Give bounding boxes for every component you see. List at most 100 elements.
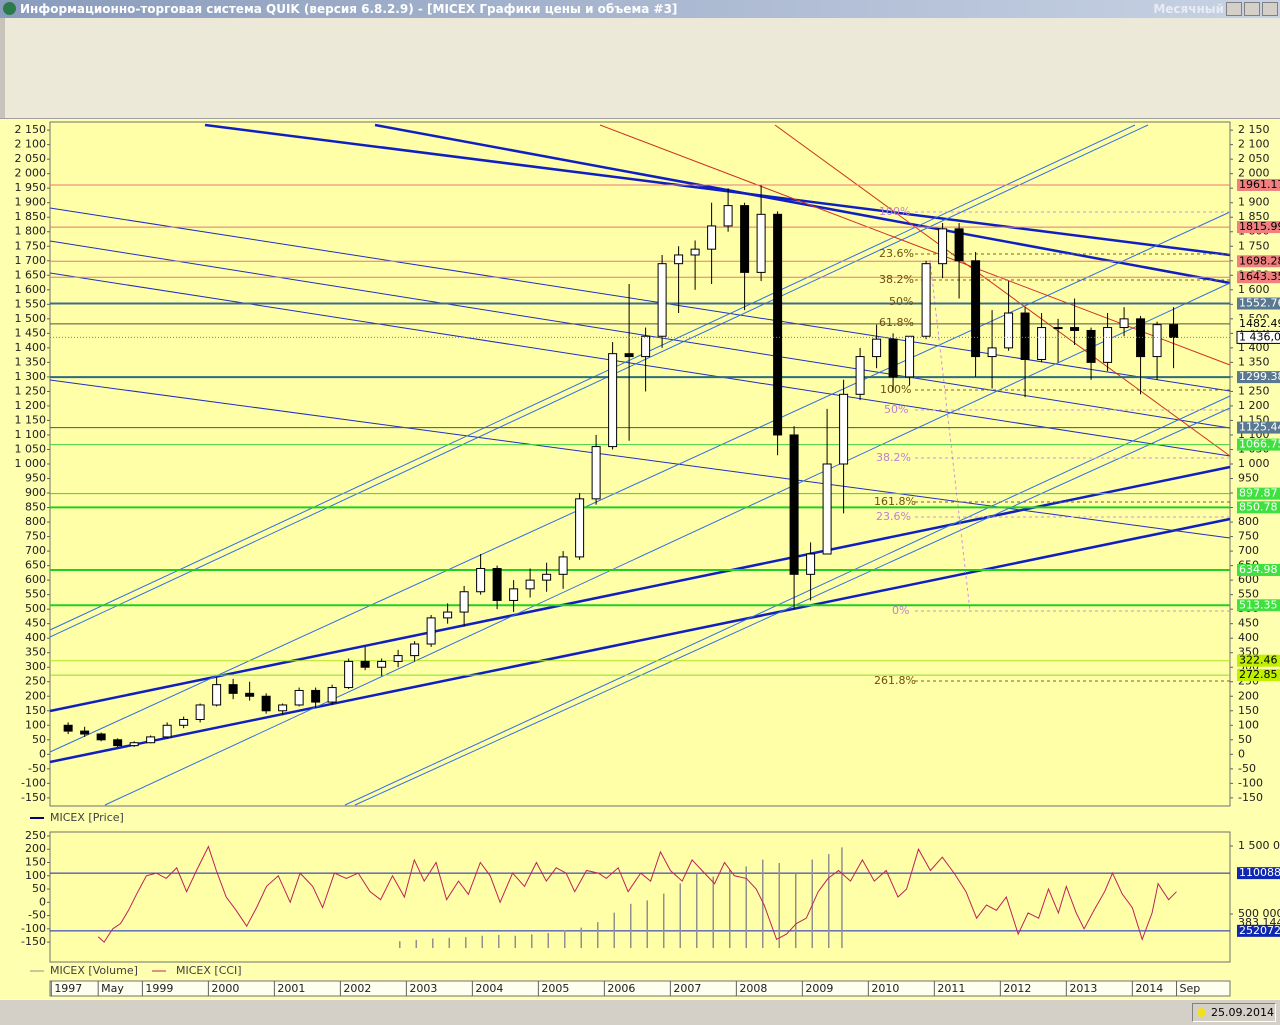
y-tick-label: 250 bbox=[25, 829, 46, 842]
legend-entry: MICEX [CCI] bbox=[176, 964, 242, 977]
candle-body bbox=[1119, 318, 1129, 329]
candle-body bbox=[294, 689, 304, 706]
candle-body bbox=[212, 684, 222, 706]
close-button[interactable] bbox=[1262, 2, 1278, 16]
trend-line bbox=[49, 379, 1231, 539]
candle-body bbox=[1169, 324, 1179, 338]
level-label: 1299.38 bbox=[1239, 370, 1280, 383]
y-tick-label: 1 050 bbox=[15, 442, 47, 455]
y-tick-label: 900 bbox=[25, 486, 46, 499]
y-tick-label: 1 750 bbox=[1238, 239, 1270, 252]
fib-trend bbox=[929, 259, 971, 612]
y-tick-label: 2 150 bbox=[1238, 123, 1270, 136]
window-buttons bbox=[1226, 2, 1278, 16]
candle-body bbox=[558, 556, 568, 575]
level-label: 1066.75 bbox=[1239, 438, 1280, 451]
y-tick-label: 1 550 bbox=[15, 297, 47, 310]
y-tick-label: 1 200 bbox=[1238, 399, 1270, 412]
fib-label: 261.8% bbox=[874, 674, 916, 687]
y-tick-label: 500 bbox=[25, 602, 46, 615]
level-label-box bbox=[1237, 867, 1280, 880]
level-label: 1815.99 bbox=[1239, 220, 1280, 233]
candle-body bbox=[509, 588, 519, 601]
x-tick-label: 2014 bbox=[1135, 982, 1163, 995]
candle-body bbox=[492, 568, 502, 601]
candle-body bbox=[575, 498, 585, 558]
channel-line bbox=[354, 407, 1231, 806]
y-tick-label: 1 900 bbox=[1238, 196, 1270, 209]
y-tick-label: 1 400 bbox=[1238, 341, 1270, 354]
x-tick-label: 2003 bbox=[409, 982, 437, 995]
y-tick-label: 400 bbox=[1238, 631, 1259, 644]
level-label-box bbox=[1237, 924, 1280, 937]
level-label-box bbox=[1237, 501, 1280, 514]
y-tick-label: 150 bbox=[1238, 704, 1259, 717]
candle-body bbox=[888, 338, 898, 378]
candle-body bbox=[327, 687, 337, 703]
y-tick-label: -50 bbox=[28, 762, 46, 775]
status-date: 25.09.2014 bbox=[1211, 1006, 1274, 1019]
candle-body bbox=[608, 353, 618, 448]
fib-label: 38.2% bbox=[879, 273, 914, 286]
fib-label: 0% bbox=[892, 604, 909, 617]
candle-body bbox=[1020, 312, 1030, 360]
y-tick-label: 450 bbox=[1238, 617, 1259, 630]
candle-body bbox=[1053, 327, 1063, 330]
y-tick-label: 200 bbox=[25, 842, 46, 855]
candle-body bbox=[1037, 327, 1047, 360]
y-tick-label: 1 650 bbox=[15, 268, 47, 281]
candle-body bbox=[641, 335, 651, 358]
level-label: 1643.35 bbox=[1239, 270, 1280, 283]
y2-tick-label: 500 000 bbox=[1238, 907, 1280, 920]
trend-line bbox=[204, 123, 1231, 257]
y-tick-label: 1 950 bbox=[15, 181, 47, 194]
y-tick-label: 950 bbox=[25, 472, 46, 485]
level-label-box bbox=[1237, 317, 1280, 330]
y-tick-label: 50 bbox=[32, 733, 46, 746]
restore-button[interactable] bbox=[1244, 2, 1260, 16]
level-label-box bbox=[1237, 654, 1280, 667]
candle-body bbox=[96, 733, 106, 741]
y-tick-label: 450 bbox=[25, 617, 46, 630]
y-tick-label: 1 250 bbox=[15, 384, 47, 397]
level-label: 1961.17 bbox=[1239, 178, 1280, 191]
y-tick-label: 1 500 bbox=[15, 312, 47, 325]
x-tick-label: 2013 bbox=[1069, 982, 1097, 995]
candle-body bbox=[905, 335, 915, 378]
candle-body bbox=[129, 742, 139, 747]
candle-body bbox=[723, 205, 733, 227]
y-tick-label: 1 900 bbox=[15, 196, 47, 209]
candle-body bbox=[839, 393, 849, 465]
candle-body bbox=[245, 692, 255, 697]
x-tick-label: May bbox=[101, 982, 124, 995]
y-tick-label: 350 bbox=[25, 646, 46, 659]
y-tick-label: 800 bbox=[25, 515, 46, 528]
y-tick-label: 1 750 bbox=[15, 239, 47, 252]
level-label: 252072 bbox=[1239, 924, 1280, 937]
candle-body bbox=[443, 611, 453, 619]
level-label-box bbox=[1237, 669, 1280, 682]
y-tick-label: 2 050 bbox=[1238, 152, 1270, 165]
y-tick-label: 600 bbox=[25, 573, 46, 586]
level-label: 1698.28 bbox=[1239, 254, 1280, 267]
candle-body bbox=[806, 553, 816, 575]
legend-entry: MICEX [Volume] bbox=[50, 964, 138, 977]
last-volume-label: 383 144 bbox=[1238, 916, 1280, 929]
y-tick-label: 50 bbox=[1238, 733, 1252, 746]
candle-body bbox=[195, 704, 205, 720]
y-tick-label: 200 bbox=[1238, 689, 1259, 702]
y-tick-label: 1 200 bbox=[15, 399, 47, 412]
minimize-button[interactable] bbox=[1226, 2, 1242, 16]
y-tick-label: 600 bbox=[1238, 573, 1259, 586]
level-label: 272.85 bbox=[1239, 668, 1278, 681]
fib-label: 50% bbox=[884, 403, 908, 416]
fib-label: 50% bbox=[889, 295, 913, 308]
candle-body bbox=[179, 718, 189, 726]
y-tick-label: -150 bbox=[1238, 791, 1263, 804]
y-tick-label: 550 bbox=[25, 588, 46, 601]
y-tick-label: 750 bbox=[1238, 530, 1259, 543]
candle-body bbox=[1004, 312, 1014, 349]
price-plot-frame bbox=[49, 121, 1231, 807]
fib-label: 61.8% bbox=[879, 316, 914, 329]
y-tick-label: 1 700 bbox=[15, 254, 47, 267]
